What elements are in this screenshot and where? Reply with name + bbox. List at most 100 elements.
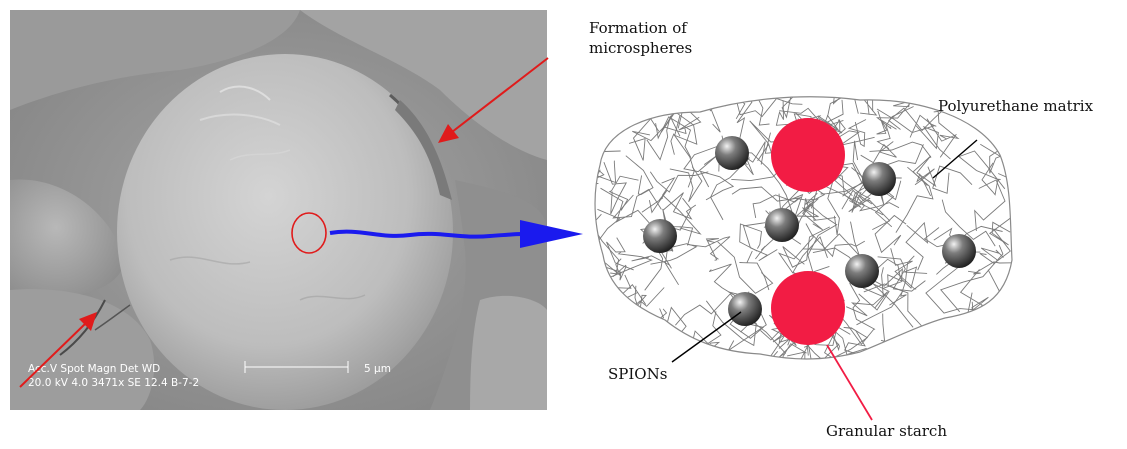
mesh-fiber: [915, 125, 951, 160]
formation-pointer-arrow: [438, 57, 549, 143]
mesh-fiber: [550, 207, 592, 230]
mesh-fiber: [594, 321, 624, 346]
mesh-fiber: [596, 96, 623, 144]
mesh-fiber: [890, 248, 917, 290]
mesh-fiber: [725, 96, 778, 118]
mesh-fiber: [594, 313, 627, 336]
mesh-fiber: [693, 311, 722, 359]
mesh-fiber: [641, 96, 668, 116]
spion-particles: [643, 136, 976, 326]
mesh-fiber: [594, 280, 601, 308]
mesh-fiber: [966, 292, 989, 322]
mesh-fiber: [946, 318, 967, 341]
mesh-fiber: [933, 110, 960, 140]
mesh-fiber: [877, 256, 926, 292]
mesh-fiber: [958, 330, 979, 359]
mesh-fiber: [874, 214, 907, 254]
mesh-fiber: [1015, 271, 1049, 301]
mesh-fiber: [858, 202, 900, 216]
mesh-fiber: [827, 178, 853, 235]
mesh-fiber: [742, 222, 778, 262]
spion: [643, 219, 677, 253]
mesh-fiber: [594, 291, 608, 325]
mesh-fiber: [572, 174, 594, 224]
mesh-fiber: [708, 263, 743, 301]
mesh-fiber: [608, 175, 639, 211]
mesh-fiber: [788, 193, 812, 238]
mesh-fiber: [757, 96, 803, 105]
mesh-fiber: [779, 107, 838, 130]
mesh-fiber: [608, 251, 653, 279]
mesh-fiber: [807, 203, 838, 277]
sem-micrograph: Acc.V Spot Magn Det WD 20.0 kV 4.0 3471x…: [10, 10, 547, 410]
mesh-fiber: [802, 221, 860, 256]
mesh-fiber: [649, 171, 709, 193]
mesh-fiber: [876, 110, 897, 135]
mesh-fiber: [897, 264, 928, 289]
mesh-fiber: [842, 140, 865, 197]
mesh-fiber: [631, 250, 672, 269]
mesh-fiber: [594, 151, 617, 184]
formation-label-line2: microspheres: [589, 39, 693, 57]
mesh-fiber: [979, 228, 1011, 264]
mesh-fiber: [1006, 283, 1012, 305]
mesh-fiber: [628, 96, 654, 112]
mesh-fiber: [749, 96, 770, 126]
mesh-fiber: [612, 188, 662, 219]
mesh-fiber: [676, 96, 721, 133]
flow-arrow: [329, 220, 583, 248]
formation-label-line1: Formation of: [589, 19, 687, 37]
mesh-fiber: [811, 234, 866, 258]
zoom-region-circle: [291, 212, 327, 254]
mesh-fiber: [858, 348, 878, 359]
mesh-fiber: [958, 150, 1006, 190]
sem-values-text: 20.0 kV 4.0 3471x SE 12.4 B-7-2: [28, 377, 199, 389]
mesh-fiber: [846, 291, 889, 317]
scale-bar-label: 5 µm: [364, 363, 391, 375]
spion: [765, 208, 799, 242]
mesh-fiber: [993, 291, 1012, 336]
spion: [942, 234, 976, 268]
mesh-fiber: [847, 96, 878, 116]
mesh-fiber: [670, 133, 695, 188]
mesh-fiber: [646, 115, 681, 161]
starch-granule-bottom: [771, 271, 845, 345]
mesh-fiber: [895, 166, 934, 233]
mesh-fiber: [893, 96, 932, 108]
mesh-fiber: [683, 146, 720, 173]
mesh-fiber: [968, 261, 1012, 275]
mesh-fiber: [847, 119, 867, 148]
mesh-fiber: [974, 179, 1006, 231]
mesh-fiber: [824, 334, 867, 359]
starch-granule-top: [771, 118, 845, 192]
mesh-fiber: [1015, 123, 1033, 156]
mesh-fiber: [940, 245, 1004, 313]
mesh-fiber: [796, 198, 823, 231]
mesh-fiber: [661, 177, 702, 235]
mesh-fiber: [594, 347, 598, 359]
mesh-fiber: [662, 192, 697, 220]
mesh-fiber: [764, 343, 807, 359]
mesh-fiber: [705, 238, 719, 261]
mesh-fiber: [980, 143, 1009, 174]
mesh-fiber: [603, 264, 627, 281]
mesh-fiber: [834, 326, 869, 358]
mesh-fiber: [600, 96, 656, 100]
mesh-fiber: [709, 96, 733, 112]
mesh-fiber: [594, 213, 620, 275]
mesh-fiber: [888, 98, 956, 132]
mesh-fiber: [780, 365, 817, 409]
mesh-fiber: [739, 250, 770, 291]
mesh-fiber: [606, 237, 634, 271]
spion: [715, 136, 749, 170]
spion: [845, 254, 879, 288]
mesh-fiber: [628, 117, 660, 161]
mesh-fiber: [736, 96, 754, 139]
mesh-fiber: [833, 130, 875, 146]
mesh-fiber: [940, 319, 972, 353]
mesh-fiber: [616, 313, 649, 359]
starch-leader-line: [826, 344, 873, 421]
mesh-fiber: [618, 287, 665, 321]
starch-grain: [117, 54, 453, 410]
mesh-fiber: [731, 186, 801, 210]
